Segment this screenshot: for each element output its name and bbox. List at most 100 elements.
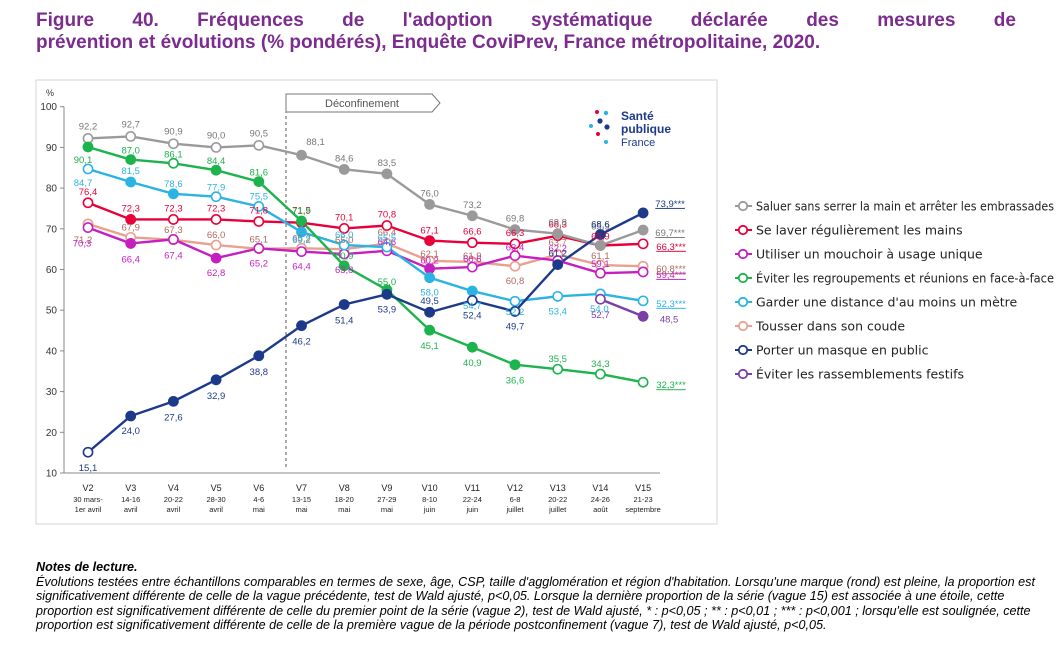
legend-label-festifs: Éviter les rassemblements festifs [756,367,964,382]
x-tick-date: 20-22 [548,495,567,504]
data-point-masque [296,320,307,332]
logo-line1: Santé [621,109,654,123]
notes-title: Notes de lecture. [36,560,138,574]
data-label-masque: 49,5 [420,296,439,307]
data-label-mouchoir: 60,6 [463,254,482,265]
x-tick-wave: V9 [381,483,392,493]
data-point-saluer [210,141,222,153]
figure-title-word: systématique [530,10,653,31]
data-point-distance [167,188,179,200]
data-label-mouchoir: 60,2 [420,256,439,267]
data-label-masque: 46,2 [292,337,311,348]
data-point-regroupements [552,363,564,375]
y-tick-label: 30 [46,387,58,398]
data-point-regroupements [595,368,606,380]
data-point-distance [381,241,393,253]
data-label-regroupements: 55,0 [378,277,397,288]
data-label-tousser: 65,0 [335,235,354,246]
x-tick-month: juillet [548,505,567,514]
x-tick-month: juin [465,505,478,514]
y-axis-label: % [46,88,54,98]
x-tick-wave: V14 [592,483,608,493]
data-label-mouchoir: 64,6 [378,237,397,248]
figure-title-word: de [342,10,365,31]
data-point-laver [253,216,265,227]
logo-dot [589,124,593,128]
data-point-mouchoir [296,246,307,257]
series-labels: 71,2 67,9 67,3 66,0 65,1 65,2 65,0 66,4 62,1 61,9… [73,119,686,474]
data-point-regroupements [424,324,435,336]
data-point-mouchoir [509,250,521,262]
data-label-laver: 66,3*** [656,242,686,253]
data-label-regroupements: 32,3*** [656,380,686,391]
data-point-masque [595,229,606,240]
data-label-laver: 76,4 [79,187,98,198]
data-label-saluer: 92,2 [79,121,98,132]
data-label-laver: 70,1 [335,212,354,223]
data-point-masque [82,446,94,458]
x-tick-month: septembre [625,505,660,514]
data-label-distance: 84,7 [74,178,93,189]
data-label-distance: 81,5 [121,166,140,177]
figure-title-line1: Figure 40. Fréquences de l'adoption systémati… [36,10,1016,32]
x-tick-date: 18-20 [335,495,354,504]
data-label-mouchoir: 59,4*** [656,270,686,281]
data-point-distance [637,295,649,307]
data-label-masque: 38,8 [250,367,269,378]
x-tick-date: 20-22 [164,495,183,504]
data-point-masque [381,288,393,300]
x-tick-date: 6-8 [510,495,521,504]
x-tick-wave: V6 [253,483,264,493]
data-point-mouchoir [253,242,265,254]
series-lines [87,135,644,454]
data-point-distance [424,272,435,284]
data-point-distance [296,226,307,238]
y-tick-label: 90 [46,143,58,154]
data-point-mouchoir [82,222,94,233]
logo-dot [604,140,608,144]
data-point-distance [210,191,222,203]
data-label-mouchoir: 66,4 [121,254,140,265]
data-label-distance: 75,5 [250,191,269,202]
data-point-regroupements [466,341,478,353]
data-label-masque: 61,2 [548,249,567,260]
x-tick-wave: V7 [296,483,307,493]
data-point-masque [210,374,222,386]
data-label-mouchoir: 67,4 [164,250,183,261]
x-tick-date: 14-16 [121,495,140,504]
data-label-distance: 69,2 [292,235,311,246]
data-label-tousser: 67,3 [164,225,183,236]
legend-label-mouchoir: Utiliser un mouchoir à usage unique [756,247,983,262]
data-label-distance: 66,0 [335,230,354,241]
data-point-regroupements [167,157,179,169]
data-point-festifs [637,310,649,322]
data-label-tousser: 65,1 [250,235,269,246]
legend-label-laver: Se laver régulièrement les mains [756,223,963,238]
data-label-saluer: 90,9 [164,127,183,138]
data-point-saluer [338,163,350,175]
data-label-festifs: 52,7 [591,310,610,321]
data-label-distance: 52,3*** [656,299,686,310]
data-point-regroupements [637,376,649,388]
series-line-laver [87,201,644,247]
data-label-tousser: 61,9 [463,251,482,262]
data-point-masque [424,306,435,318]
y-tick-label: 100 [40,102,57,113]
data-label-regroupements: 60,9 [335,251,354,262]
legend-label-masque: Porter un masque en public [756,343,929,358]
data-label-masque: 53,9 [378,304,397,315]
data-point-laver [466,237,478,249]
data-label-distance: 52,2 [506,307,525,318]
data-point-saluer [637,224,649,236]
x-tick-date: 27-29 [377,495,396,504]
data-point-saluer [509,224,521,236]
data-point-regroupements [210,164,222,176]
legend-marker-regroupements [737,272,749,284]
x-tick-month: juillet [505,505,524,514]
data-point-laver [424,235,435,247]
data-point-saluer [125,131,137,142]
data-label-regroupements: 86,1 [164,149,183,160]
figure-title-word: Figure [36,10,95,31]
data-label-laver: 72,3 [164,203,183,214]
